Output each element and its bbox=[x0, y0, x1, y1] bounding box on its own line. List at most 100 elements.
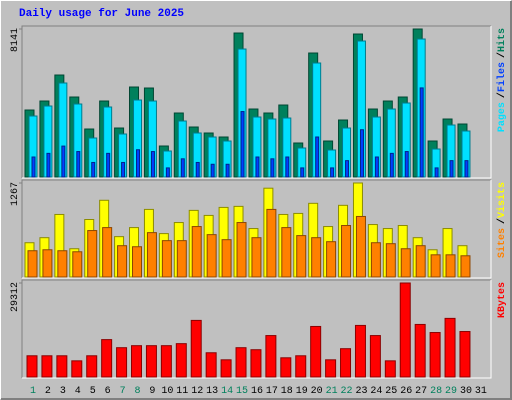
bar bbox=[250, 349, 262, 378]
x-tick-label: 30 bbox=[460, 386, 472, 397]
bar bbox=[132, 246, 143, 278]
x-tick-label: 8 bbox=[135, 386, 141, 397]
bar bbox=[354, 324, 366, 378]
bar bbox=[434, 167, 439, 178]
bar bbox=[206, 234, 217, 278]
bar bbox=[310, 325, 322, 378]
bar bbox=[240, 111, 245, 178]
bar bbox=[325, 359, 337, 378]
y-tick-label: 8141 bbox=[10, 28, 21, 52]
panel-edge-dark bbox=[21, 179, 491, 278]
legend-entry: Hits bbox=[496, 28, 508, 52]
bar bbox=[419, 87, 424, 178]
bar bbox=[400, 248, 411, 278]
bar bbox=[220, 359, 232, 378]
legend-entry: Files bbox=[496, 62, 508, 92]
x-tick-label: 12 bbox=[191, 386, 203, 397]
bar bbox=[444, 317, 456, 378]
legend: Sites /Visits bbox=[496, 182, 508, 258]
bar bbox=[340, 348, 352, 378]
x-tick-label: 11 bbox=[176, 386, 188, 397]
x-tick-label: 6 bbox=[105, 386, 111, 397]
bar bbox=[61, 145, 66, 178]
bar bbox=[41, 355, 53, 378]
bar bbox=[384, 360, 396, 378]
x-tick-label: 16 bbox=[251, 386, 263, 397]
bar bbox=[146, 232, 157, 278]
x-tick-label: 26 bbox=[400, 386, 412, 397]
bar bbox=[374, 156, 379, 178]
legend-separator: / bbox=[496, 92, 508, 98]
bar bbox=[56, 355, 68, 378]
x-tick-label: 29 bbox=[445, 386, 457, 397]
x-tick-label: 23 bbox=[355, 386, 367, 397]
bar bbox=[359, 129, 364, 178]
bar bbox=[315, 136, 320, 178]
bar bbox=[341, 225, 352, 278]
bar bbox=[330, 167, 335, 178]
bar bbox=[385, 243, 396, 278]
bar bbox=[300, 167, 305, 178]
bar bbox=[102, 227, 113, 278]
bar bbox=[161, 240, 172, 278]
bar bbox=[464, 160, 469, 178]
bar bbox=[355, 215, 366, 278]
x-tick-label: 5 bbox=[90, 386, 96, 397]
bar bbox=[415, 245, 426, 278]
bar bbox=[311, 237, 322, 278]
legend-separator: / bbox=[496, 52, 508, 58]
x-tick-label: 28 bbox=[430, 386, 442, 397]
x-tick-label: 24 bbox=[370, 386, 382, 397]
bar bbox=[210, 163, 215, 178]
bar bbox=[160, 345, 172, 378]
x-tick-label: 21 bbox=[326, 386, 338, 397]
bar bbox=[445, 254, 456, 278]
bar bbox=[101, 339, 113, 378]
bar bbox=[136, 149, 141, 178]
x-tick-label: 10 bbox=[161, 386, 173, 397]
bar bbox=[76, 151, 81, 178]
x-tick-label: 18 bbox=[281, 386, 293, 397]
bar bbox=[87, 230, 98, 278]
bar bbox=[27, 250, 38, 278]
bar bbox=[175, 343, 187, 378]
panel-edge-dark bbox=[21, 25, 491, 178]
x-tick-label: 7 bbox=[120, 386, 126, 397]
bar bbox=[176, 240, 187, 278]
x-tick-label: 14 bbox=[221, 386, 233, 397]
bar bbox=[116, 347, 128, 378]
bar bbox=[235, 347, 247, 378]
bar bbox=[57, 250, 68, 278]
legend-entry: Sites bbox=[496, 228, 508, 258]
panel-edge-light bbox=[22, 180, 492, 279]
bar bbox=[195, 161, 200, 178]
x-tick-label: 13 bbox=[206, 386, 218, 397]
bar bbox=[280, 357, 292, 378]
bar bbox=[285, 156, 290, 178]
legend-entry: KBytes bbox=[497, 282, 508, 318]
bar bbox=[251, 237, 262, 278]
bar bbox=[72, 251, 83, 278]
bar bbox=[106, 152, 111, 178]
bar bbox=[430, 254, 441, 278]
x-tick-label: 20 bbox=[311, 386, 323, 397]
panel-edge-dark bbox=[21, 279, 491, 378]
x-tick-label: 9 bbox=[149, 386, 155, 397]
bar bbox=[296, 235, 307, 278]
bar bbox=[191, 226, 202, 278]
bar bbox=[265, 335, 277, 378]
legend-entry: Pages bbox=[497, 102, 508, 132]
bar bbox=[165, 167, 170, 178]
bar bbox=[404, 151, 409, 178]
bar bbox=[389, 152, 394, 178]
bar bbox=[295, 355, 307, 378]
x-tick-label: 31 bbox=[475, 386, 487, 397]
legend: Pages/Files/Hits bbox=[496, 28, 508, 132]
bar bbox=[370, 242, 381, 278]
x-tick-label: 4 bbox=[75, 386, 81, 397]
bar bbox=[414, 323, 426, 378]
y-tick-label: 1267 bbox=[10, 182, 21, 206]
bar bbox=[266, 208, 277, 278]
bar bbox=[121, 161, 126, 178]
